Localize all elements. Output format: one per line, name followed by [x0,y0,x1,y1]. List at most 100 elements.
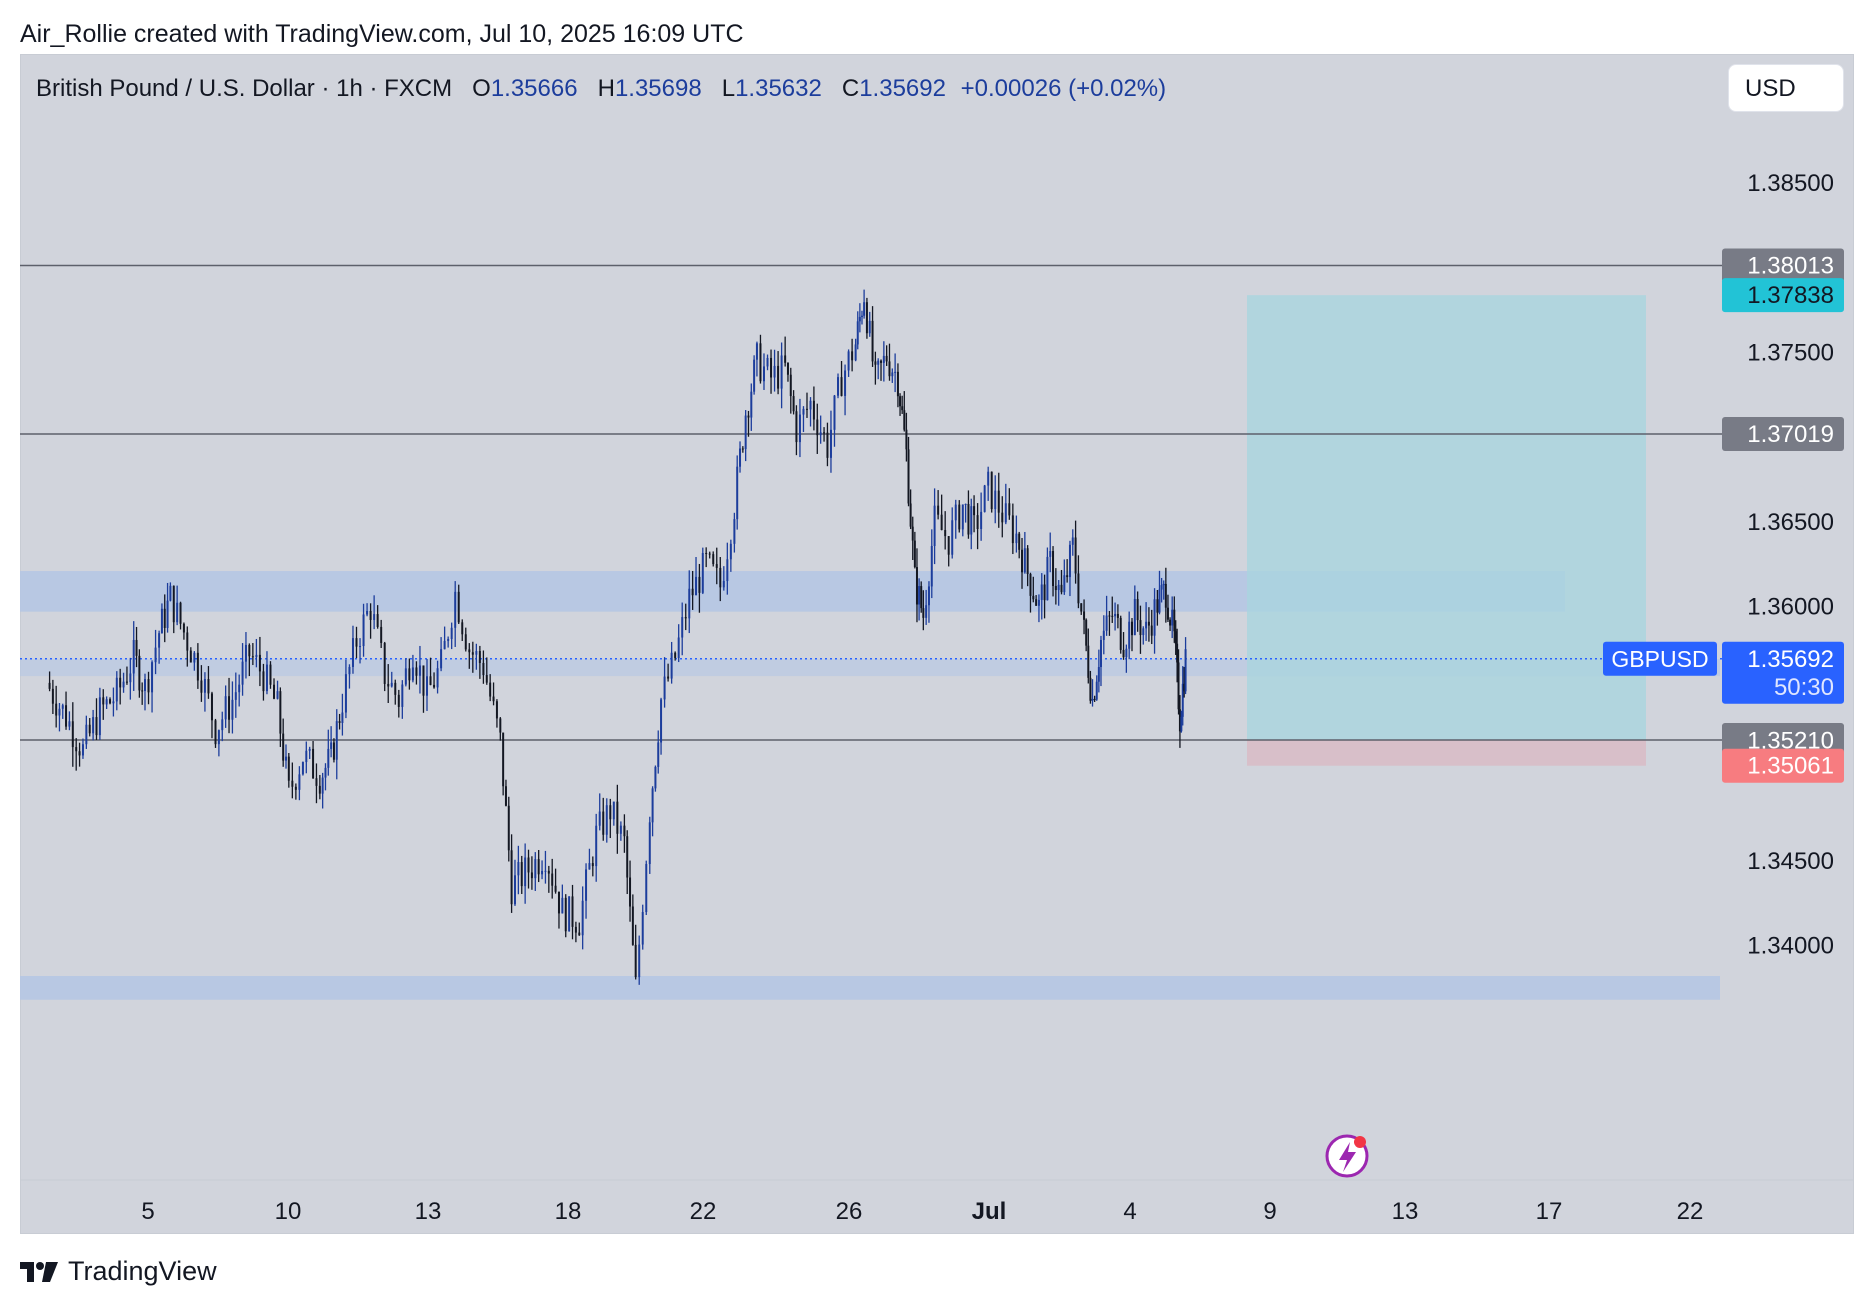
candle-body [244,644,247,662]
candle-body [440,649,443,669]
candle-body [541,870,544,875]
candle-body [1166,607,1169,620]
level-tag-0: 1.38013 [1747,253,1834,280]
candle-body [980,511,983,530]
candle-body [933,505,936,547]
candle-body [759,343,762,382]
candle-body [1091,698,1094,701]
candle-body [753,359,756,392]
alert-badge-dot [1354,1136,1366,1148]
candle-body [1125,648,1128,658]
y-tick-label: 1.34500 [1747,848,1834,875]
candle-body [860,315,863,317]
candle-body [115,677,118,702]
candle-body [1158,589,1161,613]
symbol-tag: GBPUSD [1611,646,1708,672]
candle-body [741,448,744,450]
candle-body [1008,503,1011,516]
candle-body [641,911,644,945]
candle-body [874,361,877,365]
candle-body [1116,613,1119,618]
candle-body [301,762,304,775]
candle-body [383,642,386,684]
candle-body [1177,662,1180,710]
candle-body [976,515,979,530]
candle-body [475,651,478,655]
y-tick-label: 1.37500 [1747,339,1834,366]
candle-body [660,699,663,743]
candle-body [547,870,550,874]
candle-body [605,805,608,835]
candle-body [182,623,185,633]
candle-body [1171,609,1174,626]
candle-body [588,863,591,870]
candle-body [338,721,341,723]
tradingview-logo[interactable]: TradingView [20,1256,217,1287]
candle-body [1099,639,1102,668]
candle-body [530,872,533,879]
candle-body [1087,645,1090,678]
candle-body [816,419,819,436]
candle-body [51,688,54,704]
bar-countdown: 50:30 [1774,674,1834,701]
candle-body [447,638,450,641]
candle-body [380,626,383,643]
candle-body [1180,716,1183,732]
candle-body [1150,625,1153,636]
candle-body [544,870,547,872]
open-label: O [472,75,491,102]
change-value: +0.00026 (+0.02%) [960,75,1167,102]
candle-body [324,767,327,778]
candle-body [907,449,910,504]
candle-body [747,415,750,418]
candle-body [158,633,161,648]
candle-body [802,408,805,415]
candle-body [132,639,135,674]
candle-body [645,864,648,912]
x-tick-label: 4 [1123,1198,1136,1225]
candle-body [492,696,495,702]
currency-button[interactable]: USD [1728,64,1844,112]
candle-body [109,699,112,704]
candle-body [1119,617,1122,650]
candle-body [228,696,231,720]
candle-body [891,372,894,377]
candle-body [169,585,172,601]
candle-body [1147,621,1150,626]
low-value: 1.35632 [735,75,822,102]
candle-body [341,712,344,723]
candle-body [58,708,61,716]
x-tick-label: 9 [1263,1198,1276,1225]
candle-body [265,664,268,692]
candle-body [160,608,163,634]
candle-body [1105,615,1108,631]
candle-body [905,429,908,450]
candle-body [564,897,567,932]
candle-body [88,724,91,734]
level-tag-1: 1.37019 [1747,421,1834,448]
candle-body [858,316,861,322]
candle-body [667,676,670,679]
candle-body [1023,548,1026,573]
candle-body [1004,503,1007,523]
candle-body [885,355,888,362]
candle-body [193,652,196,663]
candle-body [777,365,780,389]
candle-body [172,585,175,623]
candle-body [1142,628,1145,636]
candle-body [443,640,446,650]
candle-body [241,661,244,685]
candle-body [708,553,711,555]
candle-body [851,351,854,361]
candle-body [98,697,101,736]
symbol-legend: British Pound / U.S. Dollar · 1h · FXCM … [36,75,1166,103]
candle-body [554,885,557,892]
candle-body [819,432,822,436]
candle-body [457,591,460,623]
candle-body [654,766,657,789]
candle-body [1131,621,1133,636]
candle-body [1133,598,1136,636]
candle-body [433,684,436,688]
candle-body [348,666,351,675]
